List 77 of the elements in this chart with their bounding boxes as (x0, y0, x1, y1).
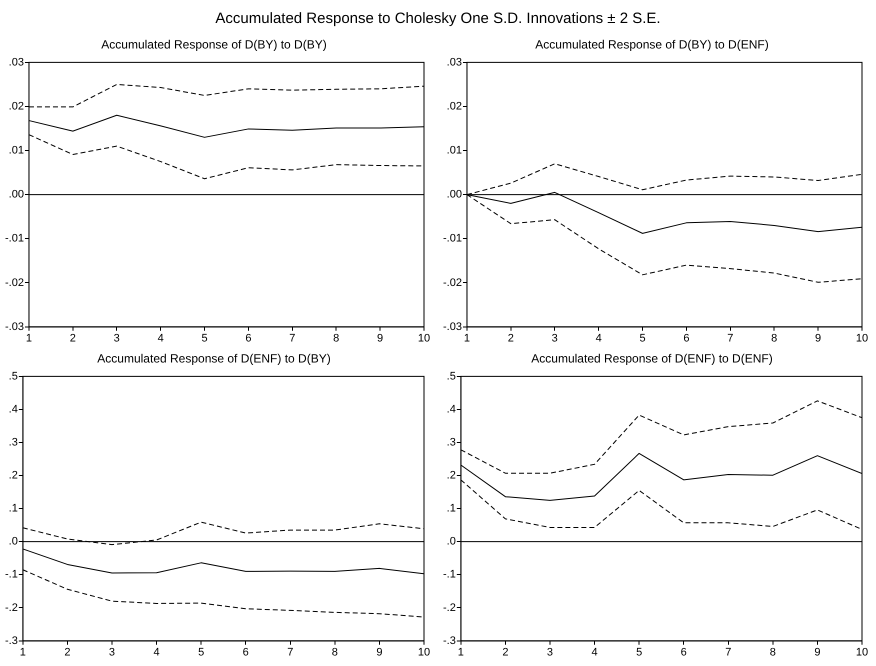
y-tick-label: .2 (446, 470, 456, 482)
y-tick-label: -.3 (4, 634, 18, 647)
y-tick-label: .02 (446, 100, 462, 112)
y-tick-label: .0 (446, 536, 456, 548)
y-tick-label: .0 (8, 536, 18, 548)
y-tick-label: -.1 (4, 568, 18, 581)
y-tick-label: -.2 (442, 602, 456, 614)
y-tick-label: -.03 (442, 320, 462, 333)
x-tick-label: 5 (198, 646, 204, 658)
y-tick-label: -.01 (4, 232, 24, 245)
y-tick-label: -.2 (4, 602, 18, 614)
x-tick-label: 3 (114, 332, 120, 344)
y-tick-label: .4 (446, 403, 456, 416)
x-tick-label: 3 (552, 332, 558, 344)
x-tick-label: 4 (153, 646, 160, 658)
x-tick-label: 6 (245, 332, 252, 344)
y-tick-label: -.1 (442, 568, 456, 581)
y-tick-label: -.3 (442, 634, 456, 647)
x-tick-label: 2 (508, 332, 514, 344)
x-tick-label: 1 (458, 646, 464, 658)
x-tick-label: 5 (639, 332, 646, 344)
x-tick-label: 7 (725, 646, 732, 658)
x-tick-label: 8 (771, 332, 778, 344)
x-tick-label: 2 (64, 646, 70, 658)
chart-title: Accumulated Response of D(ENF) to D(BY) (97, 352, 331, 366)
text: Accumulated Response to Cholesky One S.D. Innovations ± 2 S.E. (214, 10, 662, 27)
y-tick-label: .01 (446, 144, 462, 157)
y-tick-label: .3 (8, 436, 18, 449)
x-tick-label: 5 (636, 646, 642, 658)
x-tick-label: 4 (596, 332, 602, 344)
x-tick-label: 7 (287, 646, 294, 658)
y-tick-label: .5 (8, 370, 18, 382)
y-tick-label: .03 (8, 56, 24, 68)
x-tick-label: 1 (20, 646, 26, 658)
x-tick-label: 9 (815, 332, 822, 344)
chart-title: Accumulated Response of D(BY) to D(ENF) (535, 38, 769, 52)
y-tick-label: .4 (8, 403, 18, 416)
x-tick-label: 4 (591, 646, 598, 658)
y-tick-label: .00 (446, 188, 462, 201)
x-tick-label: 1 (26, 332, 32, 344)
x-tick-label: 2 (70, 332, 76, 344)
y-tick-label: .1 (446, 502, 456, 515)
x-tick-label: 4 (158, 332, 164, 344)
x-tick-label: 8 (333, 332, 340, 344)
chart-title: Accumulated Response of D(ENF) to D(ENF) (531, 352, 773, 366)
y-tick-label: -.02 (442, 276, 462, 289)
x-tick-label: 10 (418, 646, 430, 658)
y-tick-label: .02 (8, 100, 24, 112)
x-tick-label: 9 (377, 332, 384, 344)
x-tick-label: 6 (680, 646, 687, 658)
x-tick-label: 1 (464, 332, 470, 344)
x-tick-label: 8 (770, 646, 776, 658)
x-tick-label: 9 (814, 646, 820, 658)
y-tick-label: .01 (8, 144, 24, 157)
x-tick-label: 3 (108, 646, 116, 658)
x-tick-label: 5 (201, 332, 208, 344)
y-tick-label: .00 (8, 188, 24, 201)
y-tick-label: .5 (446, 370, 456, 382)
y-tick-label: .2 (8, 470, 18, 482)
y-tick-label: .3 (446, 436, 456, 449)
x-tick-label: 10 (856, 646, 868, 658)
x-tick-label: 7 (289, 332, 296, 344)
chart-title: Accumulated Response of D(BY) to D(BY) (101, 38, 327, 52)
x-tick-label: 7 (727, 332, 734, 344)
x-tick-label: 6 (242, 646, 249, 658)
y-tick-label: .03 (446, 56, 462, 68)
x-tick-label: 2 (502, 646, 508, 658)
y-tick-label: -.03 (4, 320, 24, 333)
y-tick-label: -.01 (442, 232, 462, 245)
y-tick-label: -.02 (4, 276, 24, 289)
x-tick-label: 6 (683, 332, 690, 344)
y-tick-label: .1 (8, 502, 18, 515)
x-tick-label: 9 (376, 646, 382, 658)
x-tick-label: 3 (546, 646, 554, 658)
x-tick-label: 10 (418, 332, 430, 344)
x-tick-label: 8 (332, 646, 338, 658)
x-tick-label: 10 (856, 332, 868, 344)
